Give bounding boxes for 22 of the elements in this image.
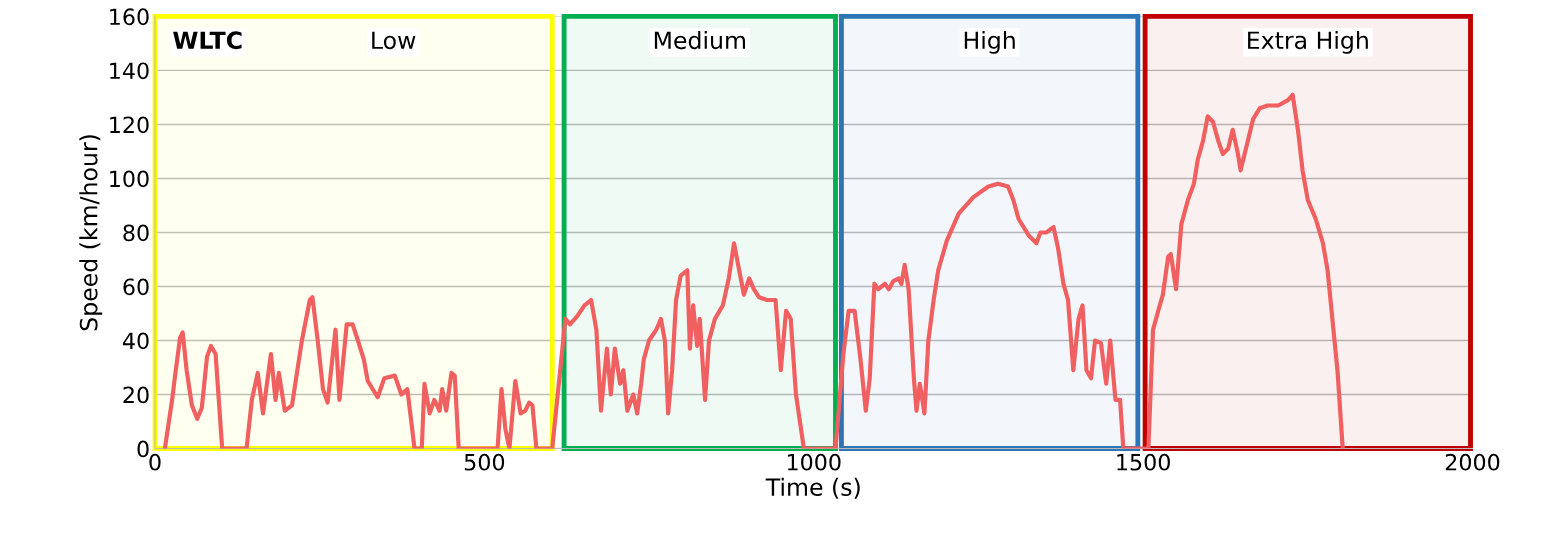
y-tick-label: 140 bbox=[110, 62, 149, 80]
x-axis-title: Time (s) bbox=[765, 477, 860, 499]
x-tick-label: 500 bbox=[464, 453, 505, 471]
line-series bbox=[162, 92, 1345, 449]
band-label: Extra High bbox=[1248, 30, 1368, 54]
y-tick-label: 160 bbox=[110, 8, 149, 26]
y-tick-label: 100 bbox=[110, 170, 149, 188]
y-tick-label: 40 bbox=[122, 332, 149, 350]
x-tick-label: 1500 bbox=[1117, 453, 1170, 471]
band-label: Medium bbox=[654, 30, 745, 50]
annotation: WLTC bbox=[173, 31, 242, 50]
y-axis-title: Speed (km/hour) bbox=[79, 135, 103, 331]
y-tick-label: 0 bbox=[137, 440, 149, 458]
x-tick-label: 1000 bbox=[787, 453, 841, 471]
y-tick-label: 120 bbox=[110, 116, 149, 134]
y-tick-label: 20 bbox=[123, 386, 149, 404]
x-tick-label: 0 bbox=[149, 453, 161, 471]
x-tick-label: 2000 bbox=[1445, 453, 1500, 471]
y-tick-label: 80 bbox=[123, 224, 149, 242]
y-tick-label: 60 bbox=[123, 278, 149, 296]
band-label: High bbox=[964, 30, 1015, 54]
band-label: Low bbox=[372, 31, 416, 50]
